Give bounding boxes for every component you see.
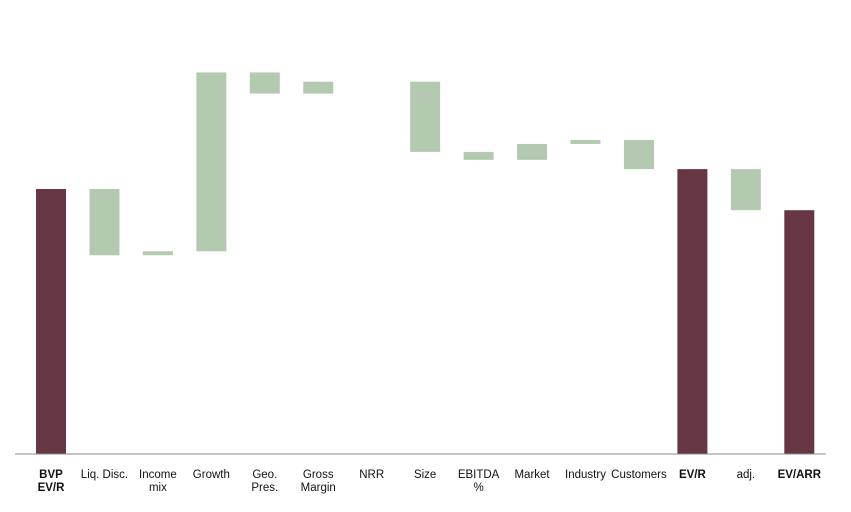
category-label: Gross Margin <box>301 469 336 494</box>
bar-ev-r <box>677 169 708 454</box>
category-label: Customers <box>611 469 667 481</box>
category-label: Geo. Pres. <box>251 469 278 494</box>
category-label: Income mix <box>139 469 177 494</box>
bar-growth <box>196 72 227 252</box>
category-label: EV/ARR <box>778 469 822 481</box>
category-label: EBITDA% <box>458 469 500 494</box>
category-label: adj. <box>737 469 756 481</box>
bar-industry <box>570 139 601 144</box>
category-label: EV/R <box>679 469 707 481</box>
category-label: BVP EV/R <box>38 469 66 494</box>
bar-bvp-ev-r <box>36 189 66 454</box>
bar-ebitda <box>463 151 494 160</box>
category-label: Growth <box>193 469 230 481</box>
bar-ev-arr <box>784 210 815 454</box>
category-label: Market <box>514 469 550 481</box>
bar-adj <box>730 169 761 211</box>
category-label: Industry <box>565 469 606 481</box>
category-label: Liq. Disc. <box>81 469 128 481</box>
bar-size <box>410 81 441 152</box>
bar-geo-pres <box>249 72 280 94</box>
bar-customers <box>623 139 654 170</box>
category-label: NRR <box>359 469 384 481</box>
bar-gross-margin <box>303 81 334 94</box>
category-label: Size <box>414 469 436 481</box>
bar-liq-disc <box>89 189 120 256</box>
bar-market <box>517 143 548 160</box>
bar-income-mix <box>142 251 173 256</box>
